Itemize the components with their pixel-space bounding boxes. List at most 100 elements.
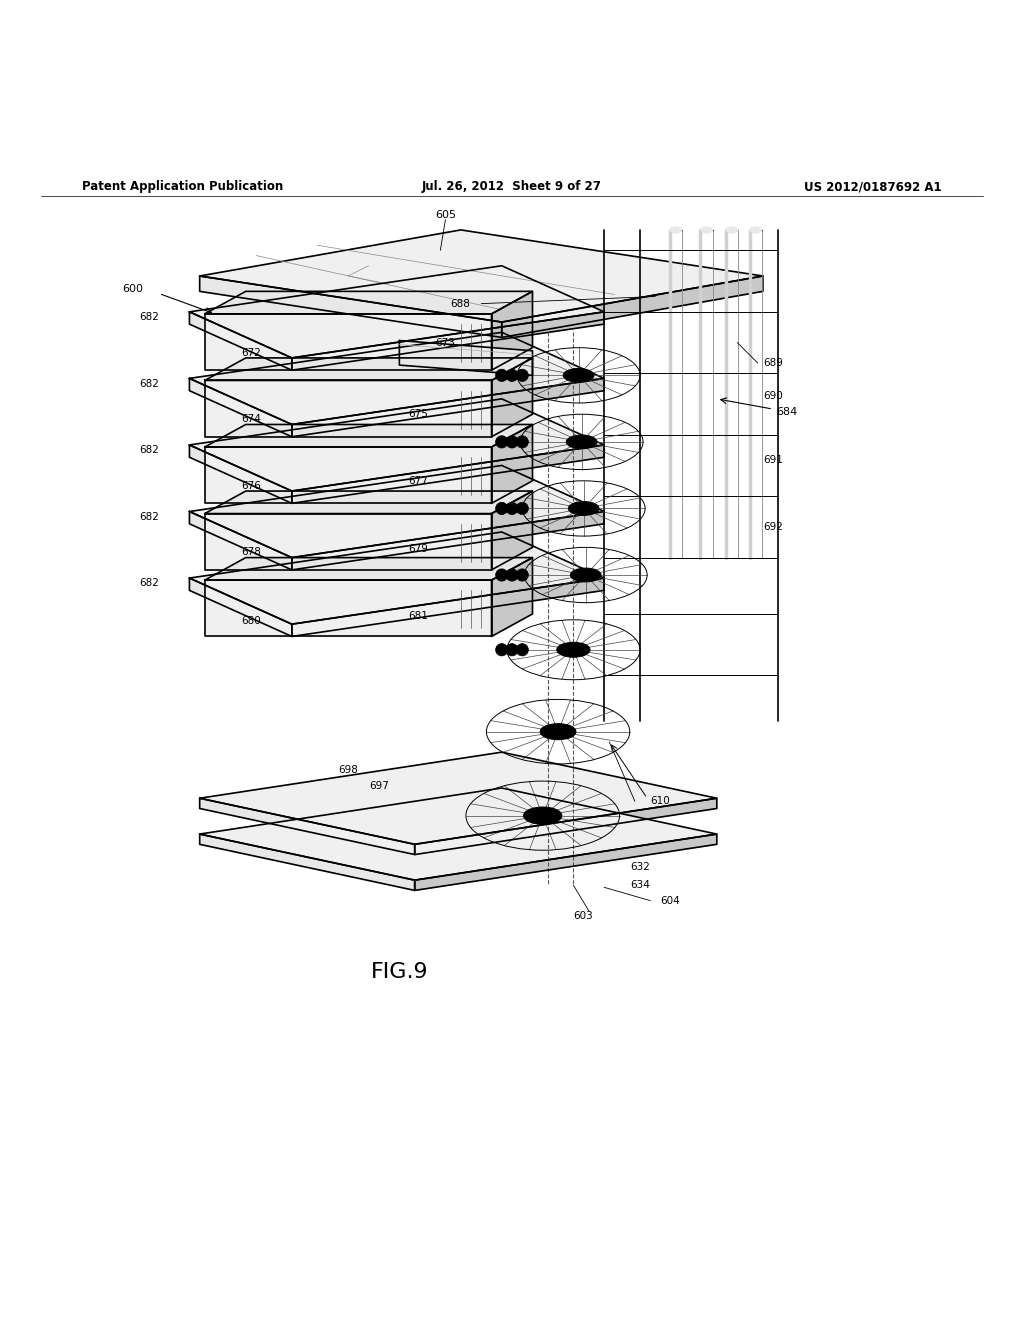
Circle shape [496, 436, 508, 447]
Text: 605: 605 [435, 210, 456, 219]
Text: 675: 675 [408, 409, 428, 420]
Text: 682: 682 [139, 312, 159, 322]
Text: 684: 684 [776, 407, 798, 417]
Polygon shape [189, 265, 604, 358]
Polygon shape [205, 447, 492, 503]
Circle shape [496, 503, 508, 515]
Text: 610: 610 [650, 796, 670, 807]
Circle shape [516, 370, 528, 381]
Text: 673: 673 [435, 338, 456, 347]
Text: 691: 691 [763, 455, 782, 466]
Polygon shape [200, 752, 717, 845]
Polygon shape [189, 532, 604, 624]
Polygon shape [189, 312, 292, 370]
Text: 689: 689 [763, 358, 782, 368]
Polygon shape [205, 491, 532, 513]
Text: Jul. 26, 2012  Sheet 9 of 27: Jul. 26, 2012 Sheet 9 of 27 [422, 181, 602, 194]
Circle shape [506, 644, 518, 656]
Text: 682: 682 [139, 379, 159, 388]
Polygon shape [292, 379, 604, 437]
Text: 672: 672 [241, 347, 261, 358]
Ellipse shape [523, 807, 562, 824]
Circle shape [516, 503, 528, 515]
Polygon shape [205, 513, 492, 570]
Polygon shape [205, 314, 492, 370]
Text: 682: 682 [139, 512, 159, 521]
Text: 690: 690 [763, 391, 782, 401]
Circle shape [496, 569, 508, 581]
Circle shape [516, 644, 528, 656]
Polygon shape [200, 230, 763, 322]
Circle shape [516, 569, 528, 581]
Polygon shape [502, 276, 763, 338]
Polygon shape [189, 445, 292, 503]
Circle shape [506, 370, 518, 381]
Polygon shape [492, 557, 532, 636]
Text: 692: 692 [763, 521, 782, 532]
Polygon shape [189, 379, 292, 437]
Text: 697: 697 [369, 781, 389, 791]
Ellipse shape [726, 227, 738, 234]
Circle shape [496, 370, 508, 381]
Polygon shape [415, 799, 717, 854]
Polygon shape [292, 578, 604, 636]
Text: FIG.9: FIG.9 [371, 962, 428, 982]
Polygon shape [189, 466, 604, 557]
Polygon shape [205, 292, 532, 314]
Polygon shape [292, 445, 604, 503]
Polygon shape [200, 276, 502, 338]
Circle shape [506, 569, 518, 581]
Text: 604: 604 [660, 896, 680, 906]
Text: 688: 688 [451, 298, 470, 309]
Text: 680: 680 [241, 616, 261, 626]
Polygon shape [189, 578, 292, 636]
Polygon shape [189, 399, 604, 491]
Text: 682: 682 [139, 445, 159, 455]
Ellipse shape [670, 227, 682, 234]
Text: US 2012/0187692 A1: US 2012/0187692 A1 [805, 181, 942, 194]
Polygon shape [205, 358, 532, 380]
Text: 698: 698 [338, 764, 358, 775]
Polygon shape [189, 333, 604, 425]
Text: Patent Application Publication: Patent Application Publication [82, 181, 284, 194]
Polygon shape [415, 834, 717, 891]
Circle shape [506, 436, 518, 447]
Ellipse shape [566, 436, 597, 449]
Polygon shape [205, 380, 492, 437]
Polygon shape [205, 579, 492, 636]
Text: 677: 677 [408, 475, 428, 486]
Polygon shape [205, 425, 532, 447]
Text: 679: 679 [408, 544, 428, 554]
Ellipse shape [570, 568, 601, 582]
Polygon shape [292, 312, 604, 370]
Ellipse shape [557, 643, 590, 657]
Polygon shape [492, 292, 532, 370]
Text: 634: 634 [630, 880, 649, 890]
Polygon shape [205, 557, 532, 579]
Circle shape [506, 503, 518, 515]
Text: 682: 682 [139, 578, 159, 589]
Text: 600: 600 [123, 284, 143, 294]
Polygon shape [200, 788, 717, 880]
Polygon shape [200, 834, 415, 891]
Polygon shape [492, 358, 532, 437]
Ellipse shape [700, 227, 713, 234]
Polygon shape [492, 491, 532, 570]
Text: 674: 674 [241, 414, 261, 424]
Polygon shape [492, 425, 532, 503]
Ellipse shape [563, 368, 594, 383]
Ellipse shape [750, 227, 762, 234]
Polygon shape [292, 512, 604, 570]
Text: 681: 681 [408, 611, 428, 620]
Polygon shape [399, 341, 532, 375]
Text: 632: 632 [630, 862, 649, 871]
Polygon shape [189, 512, 292, 570]
Circle shape [516, 436, 528, 447]
Text: 676: 676 [241, 480, 261, 491]
Ellipse shape [541, 723, 575, 739]
Ellipse shape [568, 502, 599, 515]
Text: 678: 678 [241, 548, 261, 557]
Text: 603: 603 [573, 911, 593, 921]
Circle shape [496, 644, 508, 656]
Polygon shape [200, 799, 415, 854]
